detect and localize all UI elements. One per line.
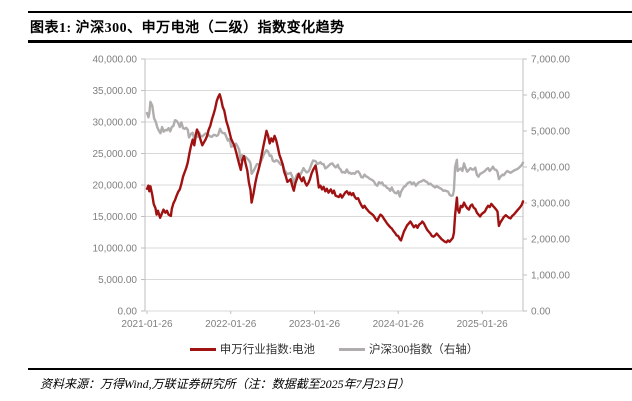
series-line-battery (145, 93, 525, 244)
header-bottom-rule (28, 40, 632, 43)
source-note: 资料来源：万得Wind,万联证券研究所（注：数据截至2025年7月23日） (40, 377, 410, 391)
y-right-tick-label: 6,000.00 (531, 91, 570, 102)
x-tick-label: 2022-01-26 (205, 319, 257, 330)
y-left-tick-label: 35,000.00 (93, 86, 138, 97)
y-right-tick-label: 4,000.00 (531, 163, 570, 174)
y-left-tick-label: 30,000.00 (93, 118, 138, 129)
y-right-tick-label: 5,000.00 (531, 127, 570, 138)
y-left-tick-label: 0.00 (118, 307, 138, 318)
legend-label-csi300: 沪深300指数（右轴） (368, 344, 479, 356)
legend-line-red-icon (189, 347, 216, 351)
y-left-tick-label: 40,000.00 (93, 55, 138, 66)
y-right-tick-label: 1,000.00 (531, 271, 570, 282)
legend-line-gray-icon (338, 347, 365, 351)
x-tick-label: 2021-01-26 (121, 319, 173, 330)
x-tick-label: 2023-01-26 (289, 319, 341, 330)
header-top-rule (28, 11, 632, 13)
y-left-tick-label: 15,000.00 (93, 212, 138, 223)
x-tick-label: 2025-01-26 (457, 319, 509, 330)
y-left-tick-label: 5,000.00 (98, 275, 137, 286)
x-tick-label: 2024-01-26 (373, 319, 425, 330)
series-line-csi300 (145, 100, 525, 198)
y-left-tick-label: 10,000.00 (93, 244, 138, 255)
y-right-tick-label: 2,000.00 (531, 235, 570, 246)
y-left-tick-label: 20,000.00 (93, 181, 138, 192)
figure-title: 图表1: 沪深300、申万电池（二级）指数变化趋势 (30, 21, 345, 36)
legend-item-battery-index: 申万行业指数:电池 (189, 341, 315, 357)
footer-rule (28, 368, 632, 370)
y-right-tick-label: 7,000.00 (531, 55, 570, 66)
y-left-tick-label: 25,000.00 (93, 149, 138, 160)
legend-item-csi300: 沪深300指数（右轴） (338, 341, 479, 357)
legend-label-battery-index: 申万行业指数:电池 (219, 344, 315, 356)
chart-legend: 申万行业指数:电池 沪深300指数（右轴） (145, 341, 523, 357)
y-right-tick-label: 3,000.00 (531, 199, 570, 210)
y-right-tick-label: 0.00 (531, 307, 551, 318)
